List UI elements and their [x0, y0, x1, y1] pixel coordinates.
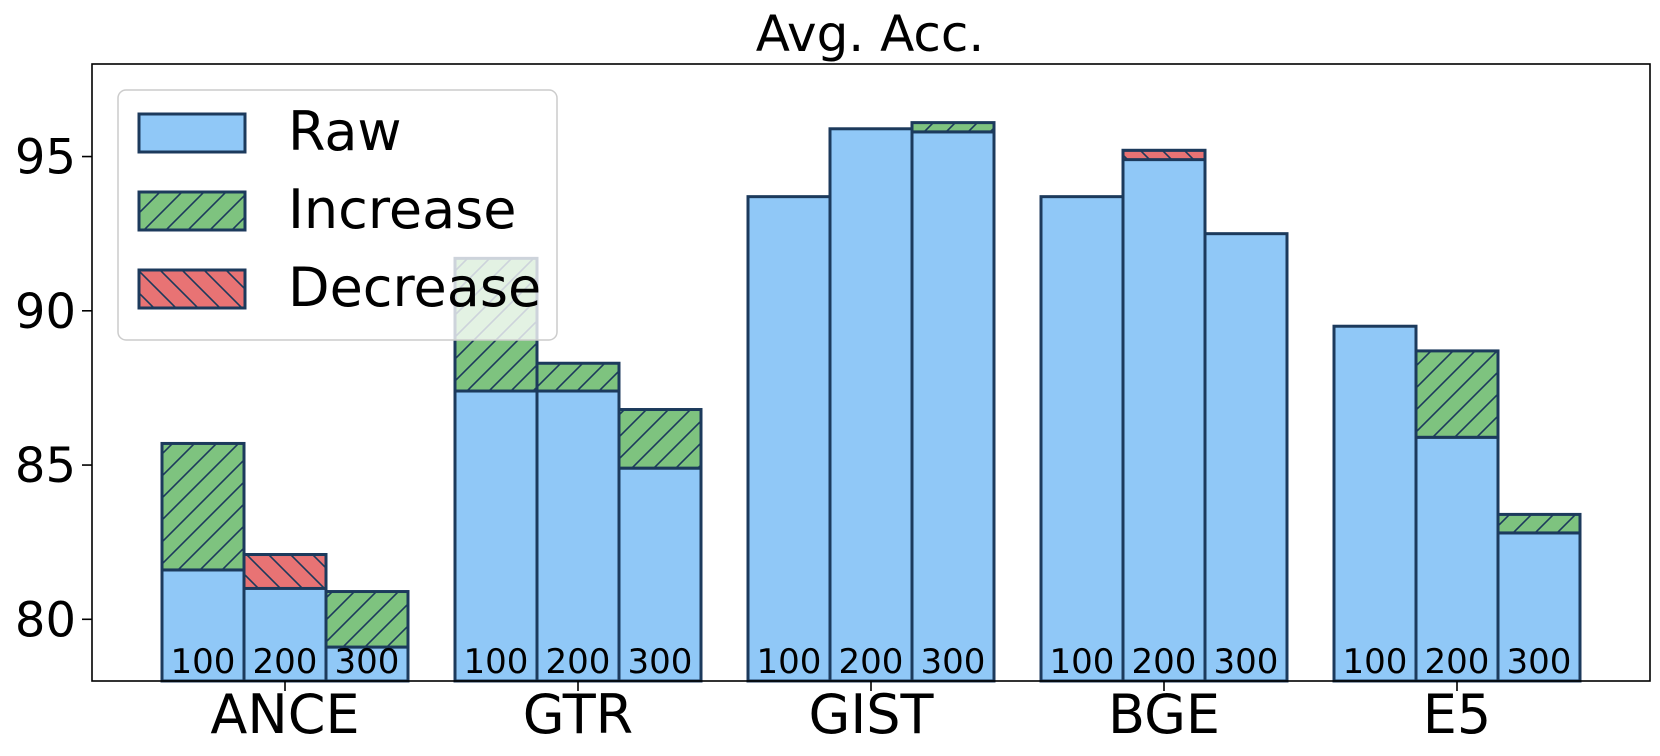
- bar-size-label: 100: [1343, 642, 1408, 682]
- bar-increase: [617, 408, 703, 470]
- x-group-label: BGE: [1108, 683, 1220, 746]
- bar-raw: [453, 389, 539, 683]
- y-tick-label: 90: [15, 284, 76, 340]
- y-tick-label: 80: [15, 592, 76, 648]
- bar-raw: [535, 389, 621, 683]
- bar-size-label: 300: [921, 642, 986, 682]
- bar-size-label: 300: [628, 642, 693, 682]
- bar-raw: [617, 466, 703, 683]
- x-group-label: GTR: [523, 683, 633, 746]
- chart-title: Avg. Acc.: [756, 5, 985, 63]
- bar-size-label: 100: [757, 642, 822, 682]
- legend-label-increase: Increase: [288, 178, 517, 241]
- x-group-label: E5: [1423, 683, 1491, 746]
- bar-size-label: 100: [1050, 642, 1115, 682]
- legend-swatch-raw: [137, 112, 247, 154]
- legend: Raw Increase Decrease: [117, 89, 558, 341]
- legend-swatch-decrease: [137, 268, 247, 310]
- bar-decrease: [1121, 148, 1207, 162]
- y-tick-label: 85: [15, 438, 76, 494]
- bar-raw: [324, 645, 410, 683]
- bar-raw: [910, 130, 996, 683]
- bar-increase: [1496, 512, 1582, 535]
- bar-raw: [828, 127, 914, 683]
- bar-size-label: 200: [1425, 642, 1490, 682]
- bar-raw: [1414, 435, 1500, 683]
- bar-raw: [1203, 232, 1289, 683]
- x-group-label: ANCE: [210, 683, 359, 746]
- bar-size-label: 200: [546, 642, 611, 682]
- bar-raw: [1121, 148, 1207, 683]
- bar-size-label: 300: [1507, 642, 1572, 682]
- bar-raw: [160, 568, 246, 683]
- legend-label-raw: Raw: [288, 100, 402, 163]
- bar-raw: [746, 195, 832, 683]
- bar-increase: [1414, 349, 1500, 439]
- bar-raw: [1332, 324, 1418, 683]
- y-tick-label: 95: [15, 130, 76, 186]
- plot-frame: [91, 63, 1651, 682]
- x-group-label: GIST: [808, 683, 934, 746]
- bar-size-label: 200: [839, 642, 904, 682]
- bar-size-label: 200: [253, 642, 318, 682]
- plot-area: 100 200 300 100 200 300 100 200 300 100 200 300 100 2…: [160, 121, 1582, 683]
- bar-increase: [910, 121, 996, 134]
- bar-increase: [160, 441, 246, 572]
- legend-swatch-increase: [137, 190, 247, 232]
- bar-size-label: 100: [464, 642, 529, 682]
- bar-increase: [324, 590, 410, 649]
- bar-size-label: 200: [1132, 642, 1197, 682]
- bar-decrease: [242, 553, 328, 590]
- bar-raw: [1039, 195, 1125, 683]
- bar-size-label: 300: [1214, 642, 1279, 682]
- legend-label-decrease: Decrease: [288, 256, 541, 319]
- bar-increase: [535, 361, 621, 393]
- bar-size-label: 100: [171, 642, 236, 682]
- bar-size-label: 300: [335, 642, 400, 682]
